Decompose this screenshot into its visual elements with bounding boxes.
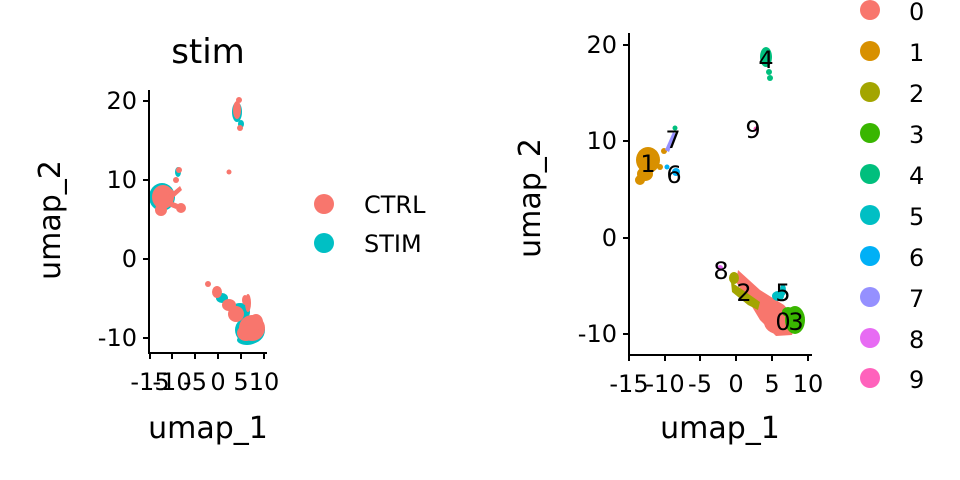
right-y-axis-label: umap_2 <box>513 138 548 258</box>
cluster-1-points <box>635 147 667 185</box>
legend-swatch-0 <box>860 0 880 20</box>
cluster-label: 6 <box>666 161 681 189</box>
cluster-9-points <box>753 126 759 132</box>
legend-stim-label: STIM <box>364 230 422 258</box>
cluster-label: 0 <box>775 308 790 336</box>
ctrl-points <box>152 97 265 341</box>
legend-label: 0 <box>909 0 924 26</box>
right-axes <box>623 33 812 361</box>
legend-swatch-2 <box>860 82 880 102</box>
y-tick-label: -10 <box>98 324 137 352</box>
legend-swatch-8 <box>860 328 880 348</box>
cluster-label: 3 <box>788 308 803 336</box>
x-tick-label: 5 <box>233 368 248 396</box>
cluster-label: 8 <box>713 257 728 285</box>
legend-swatch-6 <box>860 246 880 266</box>
right-plot: 0 1 2 3 4 5 6 7 8 9 20 1 <box>513 0 924 446</box>
left-plot-title: stim <box>171 32 245 72</box>
cluster-label: 2 <box>736 279 751 307</box>
legend-label: 3 <box>909 121 924 149</box>
right-legend: 0 1 2 3 4 5 6 7 8 9 <box>860 0 924 394</box>
left-plot: stim <box>33 32 426 446</box>
cluster-2-points <box>729 272 760 310</box>
legend-swatch-4 <box>860 164 880 184</box>
legend-ctrl-label: CTRL <box>364 191 426 219</box>
y-tick-label: 20 <box>106 87 137 115</box>
legend-swatch-9 <box>860 368 880 388</box>
x-tick-label: 5 <box>764 370 779 398</box>
cluster-8-points <box>717 265 723 271</box>
y-tick-label: 10 <box>106 166 137 194</box>
cluster-6-points <box>664 164 680 176</box>
x-tick-label: 10 <box>249 368 280 396</box>
right-x-tick-labels: -15 -10 -5 0 5 10 <box>609 370 823 398</box>
legend-label: 2 <box>909 80 924 108</box>
cluster-5-points <box>772 284 786 301</box>
legend-label: 8 <box>909 326 924 354</box>
legend-label: 5 <box>909 203 924 231</box>
right-y-tick-labels: 20 10 0 -10 <box>578 31 617 348</box>
cluster-label: 9 <box>745 116 760 144</box>
x-tick-label: 0 <box>728 370 743 398</box>
left-y-tick-labels: 20 10 0 -10 <box>98 87 137 352</box>
x-tick-label: -15 <box>130 368 169 396</box>
cluster-label: 7 <box>665 126 680 154</box>
cluster-4-points <box>760 47 773 81</box>
legend-swatch-3 <box>860 123 880 143</box>
legend-swatch-7 <box>860 287 880 307</box>
y-tick-label: 20 <box>586 31 617 59</box>
cluster-4-stray-point <box>672 125 678 131</box>
right-plot-points <box>635 47 805 336</box>
cluster-labels: 0 1 2 3 4 5 6 7 8 9 <box>640 46 803 336</box>
legend-swatch-1 <box>860 41 880 61</box>
legend-label: 7 <box>909 285 924 313</box>
cluster-3-points <box>782 306 805 334</box>
cluster-label: 5 <box>775 279 790 307</box>
y-tick-label: 0 <box>122 245 137 273</box>
x-tick-label: 0 <box>210 368 225 396</box>
left-y-axis-label: umap_2 <box>33 160 68 280</box>
legend-label: 1 <box>909 39 924 67</box>
y-tick-label: 0 <box>602 224 617 252</box>
x-tick-label: -5 <box>688 370 712 398</box>
left-x-axis-label: umap_1 <box>148 411 268 446</box>
legend-label: 4 <box>909 162 924 190</box>
left-legend: CTRL STIM <box>314 191 426 258</box>
y-tick-label: -10 <box>578 320 617 348</box>
right-x-axis-label: umap_1 <box>660 411 780 446</box>
left-x-tick-labels: -15 -10 -5 0 5 10 <box>130 368 279 396</box>
y-tick-label: 10 <box>586 127 617 155</box>
legend-label: 6 <box>909 244 924 272</box>
cluster-label: 1 <box>640 150 655 178</box>
x-tick-label: -10 <box>152 368 191 396</box>
x-tick-label: 10 <box>793 370 824 398</box>
x-tick-label: -10 <box>645 370 684 398</box>
legend-swatch-5 <box>860 205 880 225</box>
x-tick-label: -15 <box>609 370 648 398</box>
x-tick-label: -5 <box>183 368 207 396</box>
legend-stim-swatch <box>314 233 334 253</box>
cluster-7-points <box>665 132 676 152</box>
legend-label: 9 <box>909 366 924 394</box>
legend-ctrl-swatch <box>314 194 334 214</box>
cluster-label: 4 <box>758 46 773 74</box>
left-plot-points <box>149 97 265 345</box>
left-axes <box>143 90 267 359</box>
